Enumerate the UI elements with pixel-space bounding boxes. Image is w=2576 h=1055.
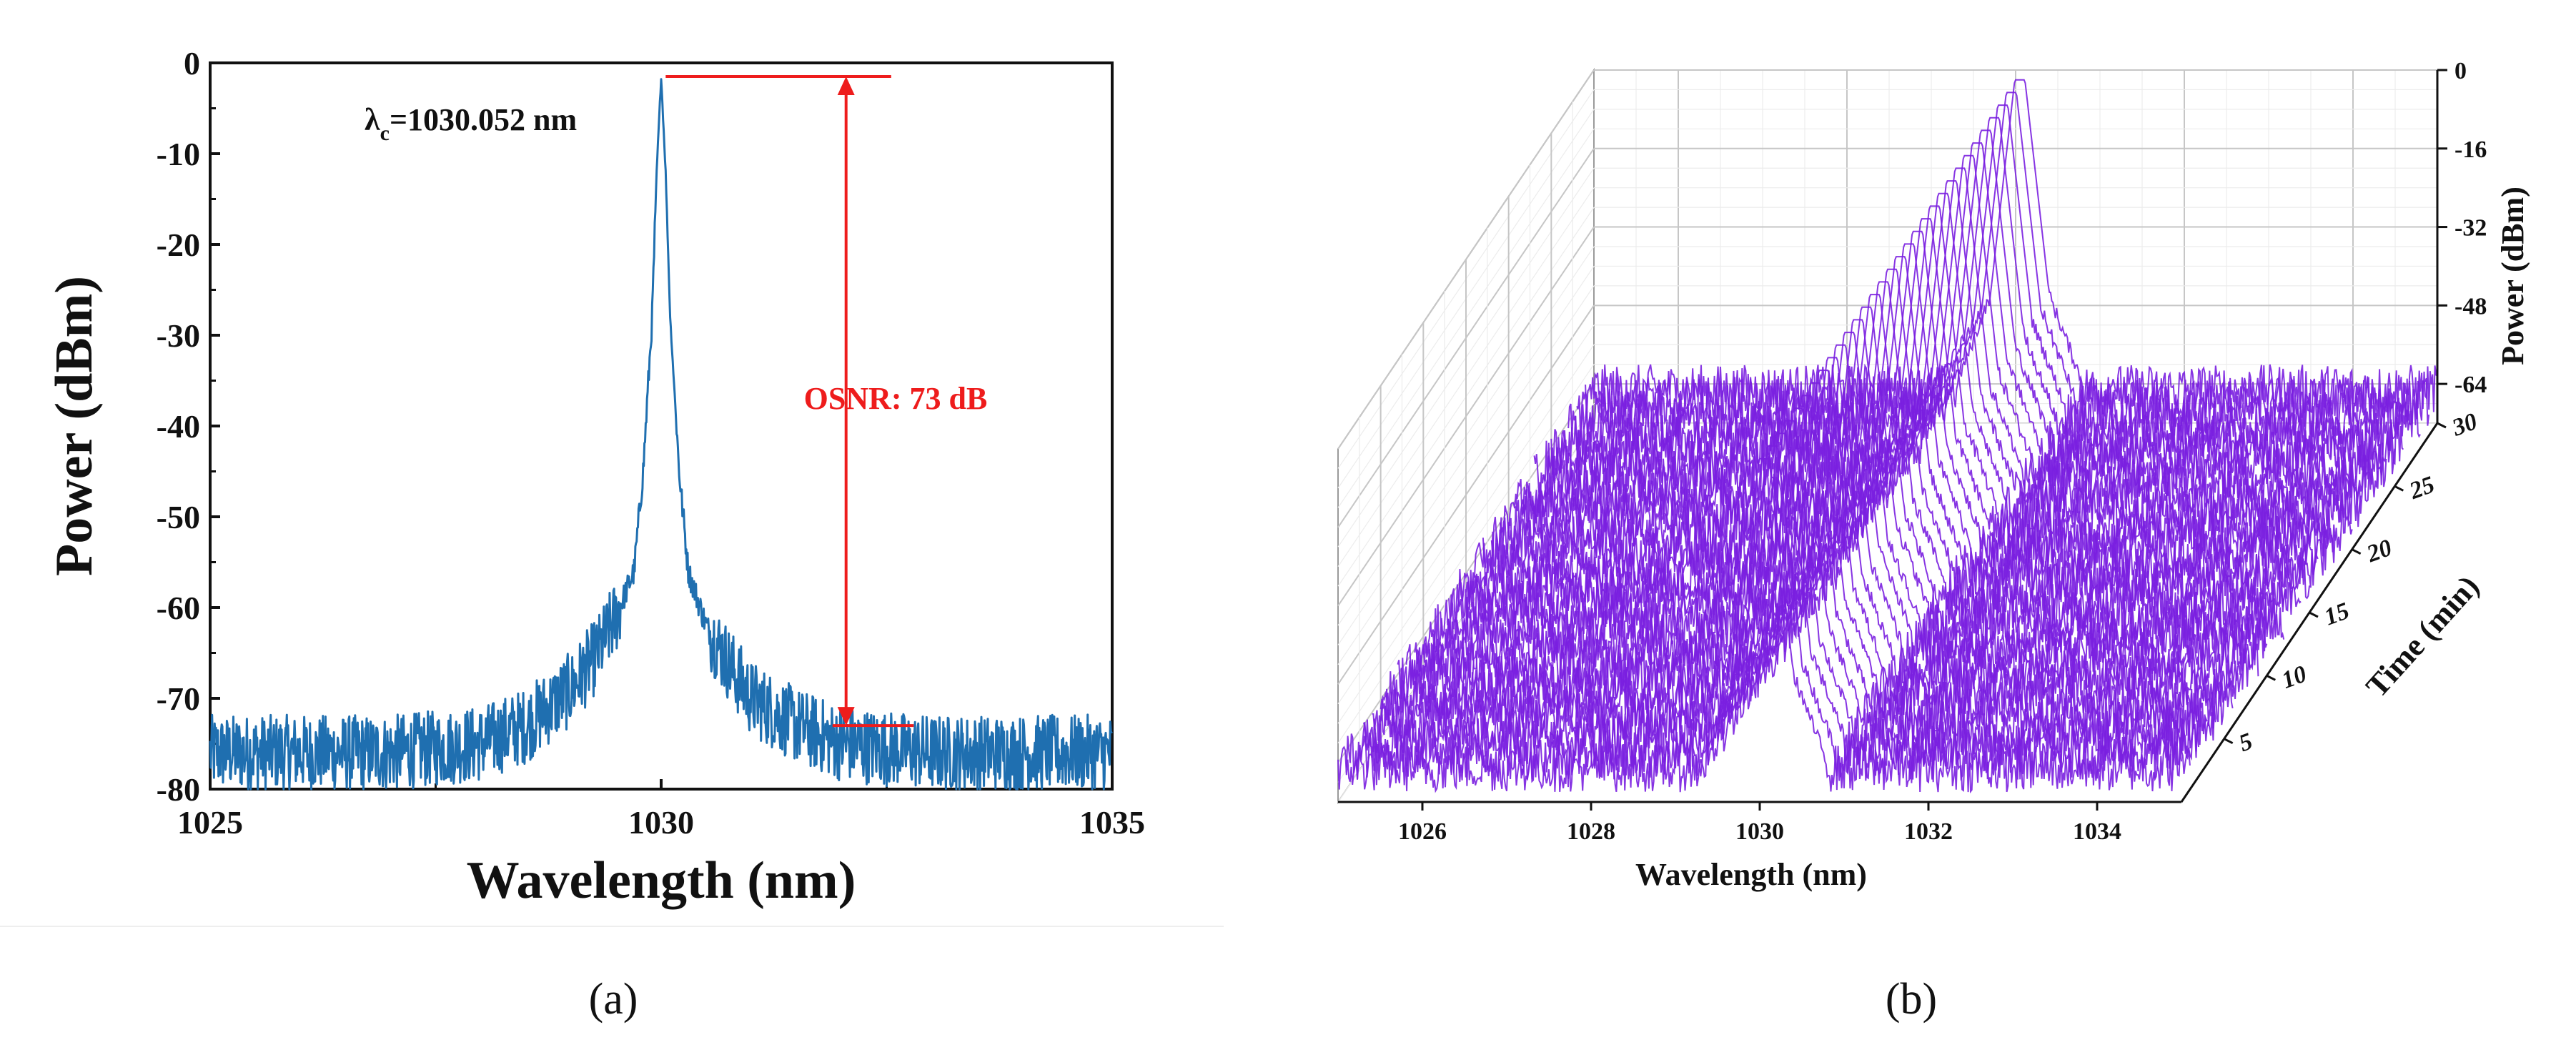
panel-a-x-axis-title: Wavelength (nm) [467, 851, 856, 910]
b-time-tick-label: 25 [2405, 471, 2438, 505]
panel-a-spectrum-line [209, 78, 1113, 791]
panel-a-osnr-annotation [665, 75, 914, 728]
b-x-tick-label: 1032 [1904, 818, 1953, 845]
b-x-tick-label: 1034 [2073, 818, 2121, 845]
y-tick-label: -50 [157, 499, 200, 535]
panel-a-peak-label: λc=1030.052 nm [365, 102, 577, 145]
time-trace [1507, 205, 2353, 541]
y-tick-label: -10 [157, 136, 200, 172]
b-x-tick-label: 1030 [1735, 818, 1784, 845]
caption-b: (b) [1886, 975, 1937, 1024]
osnr-arrow-head-down [837, 707, 855, 726]
osnr-arrow-head-up [837, 76, 855, 96]
y-tick-label: -80 [157, 771, 200, 808]
b-time-tick-label: 5 [2236, 728, 2257, 758]
b-x-tick-label: 1028 [1567, 818, 1615, 845]
b-time-tick [2223, 738, 2234, 745]
b-time-tick [2394, 485, 2404, 492]
b-time-tick [2351, 548, 2362, 555]
b-power-tick-label: 0 [2454, 58, 2467, 84]
y-tick-label: -20 [157, 227, 200, 263]
panel-a-y-axis-title: Power (dBm) [45, 276, 104, 576]
x-tick-label: 1025 [177, 804, 243, 841]
b-time-tick-label: 20 [2363, 535, 2396, 568]
time-trace [1585, 91, 2430, 429]
y-tick-label: -70 [157, 680, 200, 717]
y-tick-label: -30 [157, 317, 200, 354]
x-tick-label: 1035 [1079, 804, 1145, 841]
b-time-tick-label: 30 [2448, 408, 2481, 442]
b-x-tick-label: 1026 [1398, 818, 1447, 845]
panel-b-x-axis-title: Wavelength (nm) [1635, 857, 1867, 892]
time-trace [1567, 117, 2413, 452]
time-trace [1525, 180, 2370, 515]
time-trace [1405, 357, 2251, 692]
time-trace [1388, 382, 2234, 717]
panel-a-plot-area [209, 61, 1114, 791]
panel-b-axes [1338, 69, 2447, 811]
panel-a-osnr-label: OSNR: 73 dB [804, 381, 988, 416]
time-trace [1414, 344, 2259, 679]
b-time-tick-label: 10 [2278, 660, 2310, 693]
b-time-tick-label: 15 [2321, 598, 2353, 630]
b-power-tick-label: -48 [2454, 293, 2487, 320]
x-tick-label: 1030 [628, 804, 694, 841]
b-time-tick [2437, 422, 2447, 429]
time-trace [1550, 142, 2396, 477]
panel-b-z-axis-title: Power (dBm) [2495, 187, 2530, 365]
panel-b-chart: 1026 1028 1030 1032 1034 5 10 15 20 25 30 0 -16 -32 -4… [1337, 58, 2530, 892]
b-time-tick [2266, 674, 2277, 681]
time-trace [1422, 332, 2268, 666]
b-power-tick-label: -16 [2454, 137, 2487, 163]
time-trace [1354, 432, 2199, 767]
y-tick-label: -40 [157, 408, 200, 445]
y-tick-label: -60 [157, 590, 200, 626]
caption-a: (a) [589, 975, 638, 1024]
panel-b-y-axis-title: Time (min) [2359, 569, 2486, 704]
b-power-tick-label: -32 [2454, 215, 2487, 242]
b-time-tick [2309, 611, 2319, 618]
panel-b-traces [1337, 79, 2438, 794]
time-trace [1337, 457, 2182, 794]
y-tick-label: 0 [184, 45, 200, 81]
time-trace [1559, 129, 2404, 465]
b-power-tick-label: -64 [2454, 372, 2487, 398]
